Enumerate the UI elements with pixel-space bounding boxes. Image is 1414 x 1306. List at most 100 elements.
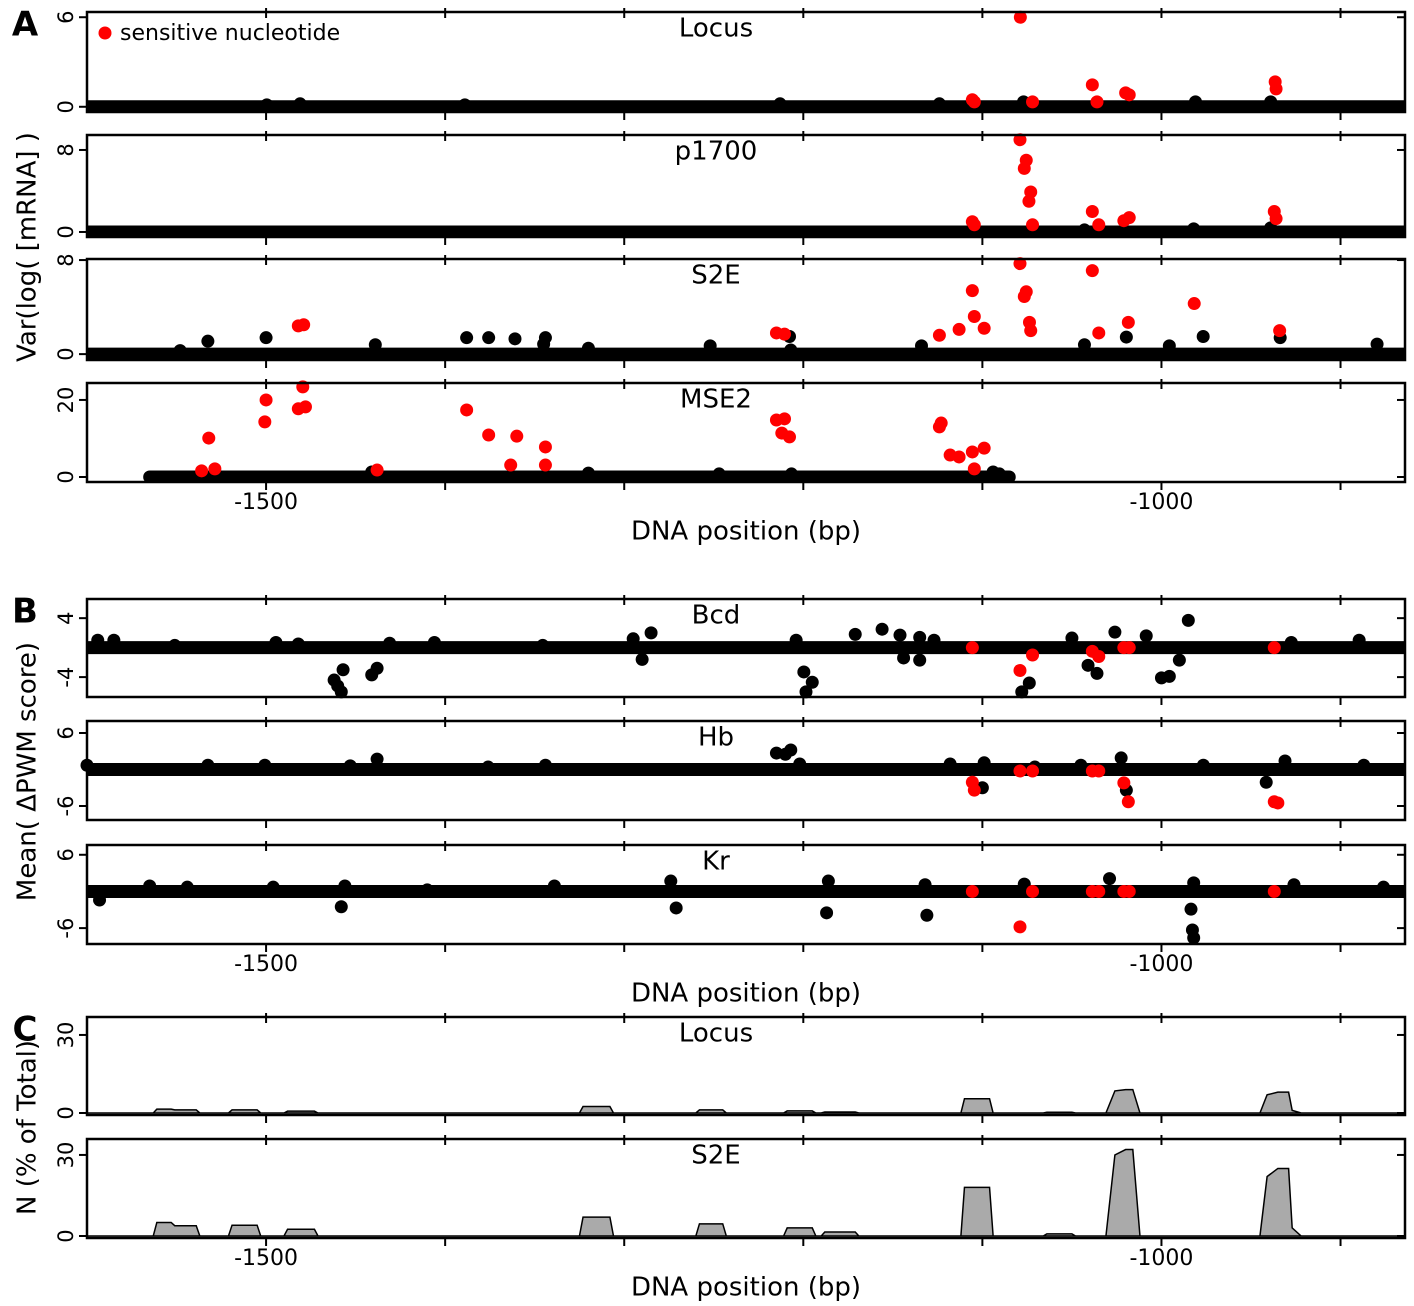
plot-frame (85, 1137, 1407, 1240)
y-tick-label: 0 (54, 100, 78, 113)
point (1122, 88, 1136, 102)
point (536, 638, 550, 652)
point (967, 309, 981, 323)
point (783, 430, 797, 444)
point (965, 445, 979, 459)
point (1187, 931, 1201, 945)
y-tick-label: 4 (54, 611, 78, 624)
panel-title: S2E (691, 1141, 740, 1171)
point (789, 633, 803, 647)
plot-frame (85, 133, 1407, 239)
point (1081, 658, 1095, 672)
point (703, 339, 717, 353)
panel-title: Locus (679, 1019, 753, 1049)
point (1188, 95, 1202, 109)
point (893, 628, 907, 642)
plot-frame (85, 257, 1407, 362)
point (168, 638, 182, 652)
x-tick-label: -1000 (1129, 490, 1193, 515)
point (875, 622, 889, 636)
point (1092, 326, 1106, 340)
point (1092, 884, 1106, 898)
point (269, 635, 283, 649)
point (93, 893, 107, 907)
point (1092, 764, 1106, 778)
point (201, 334, 215, 348)
point (1013, 663, 1027, 677)
panel-label: B (12, 592, 38, 632)
point (537, 337, 551, 351)
y-tick-label: 20 (54, 387, 78, 414)
point (208, 462, 222, 476)
point (173, 344, 187, 358)
point (383, 636, 397, 650)
point (1103, 872, 1117, 886)
point (1187, 222, 1201, 236)
point (1184, 902, 1198, 916)
point (91, 633, 105, 647)
point (778, 412, 792, 426)
point (626, 632, 640, 646)
point (201, 758, 215, 772)
panel-title: Locus (679, 14, 753, 44)
point (334, 685, 348, 699)
point (927, 633, 941, 647)
point (1015, 685, 1029, 699)
point (1370, 337, 1384, 351)
point (368, 338, 382, 352)
y-axis-label: N (% of Total) (13, 1040, 43, 1215)
point (1162, 669, 1176, 683)
point (952, 450, 966, 464)
point (992, 467, 1006, 481)
point (538, 458, 552, 472)
point (1117, 776, 1131, 790)
point (1013, 133, 1027, 147)
point (805, 675, 819, 689)
point (644, 626, 658, 640)
point (848, 627, 862, 641)
y-tick-label: 30 (54, 1022, 78, 1049)
point (1022, 676, 1036, 690)
y-axis-label: Mean( ΔPWM score) (13, 642, 43, 901)
point (258, 758, 272, 772)
point (460, 331, 474, 345)
x-tick-label: -1000 (1129, 952, 1193, 977)
point (1026, 95, 1040, 109)
x-axis-label: DNA position (bp) (631, 979, 861, 1009)
point (952, 322, 966, 336)
point (914, 339, 928, 353)
y-tick-label: 0 (54, 1229, 78, 1242)
point (343, 759, 357, 773)
point (1269, 82, 1283, 96)
point (338, 879, 352, 893)
area (87, 1148, 1405, 1237)
point (195, 464, 209, 478)
y-tick-label: 8 (54, 143, 78, 156)
point (920, 908, 934, 922)
point (297, 318, 311, 332)
point (1013, 920, 1027, 934)
point (967, 783, 981, 797)
point (266, 880, 280, 894)
point (258, 415, 272, 429)
plot-frame (85, 719, 1407, 822)
point (967, 95, 981, 109)
point (1267, 641, 1281, 655)
point (1139, 629, 1153, 643)
point (977, 441, 991, 455)
point (793, 757, 807, 771)
point (1122, 211, 1136, 225)
point (1187, 876, 1201, 890)
y-tick-label: -4 (54, 667, 78, 688)
point (1122, 884, 1136, 898)
point (1065, 631, 1079, 645)
point (1017, 290, 1031, 304)
point (298, 400, 312, 414)
legend-marker (98, 26, 112, 40)
point (1085, 78, 1099, 92)
y-tick-label: 6 (54, 11, 78, 24)
point (965, 284, 979, 298)
point (934, 416, 948, 430)
point (977, 321, 991, 335)
point (1278, 754, 1292, 768)
